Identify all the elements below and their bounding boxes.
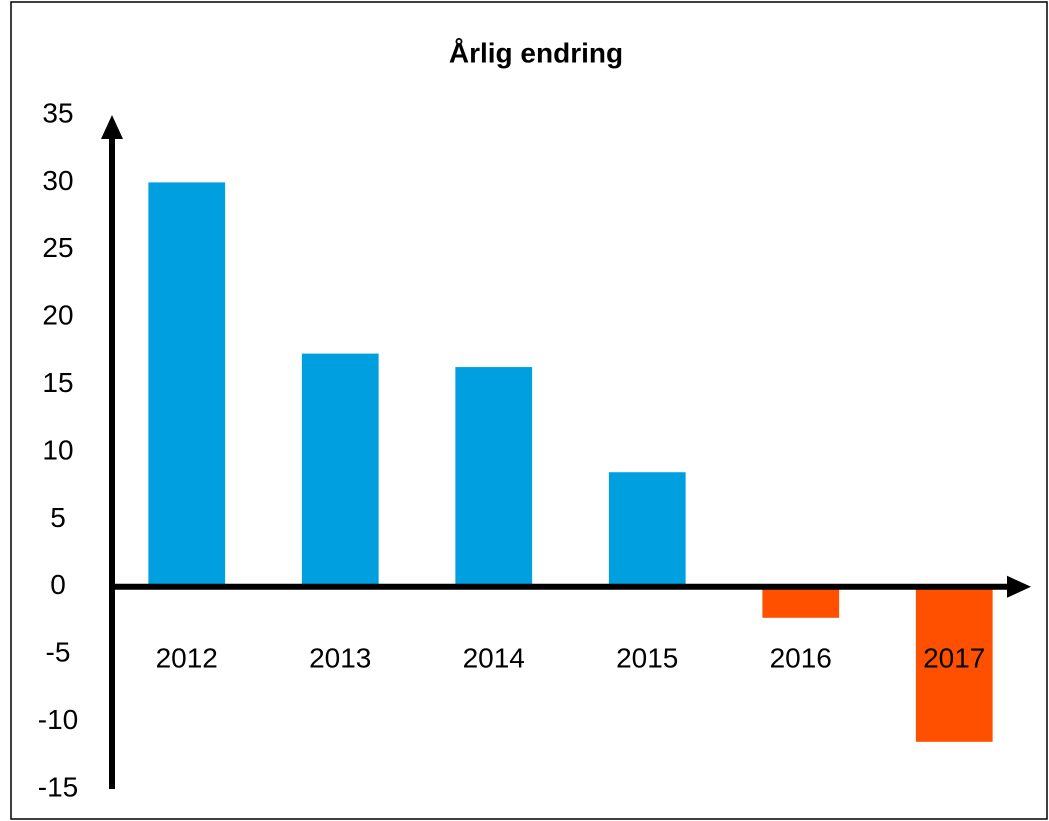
bar [148, 182, 226, 587]
y-axis-arrow [101, 115, 123, 139]
y-tick-label: 0 [50, 569, 66, 600]
bar [915, 586, 993, 742]
bar [301, 353, 379, 587]
x-tick-label: 2017 [923, 642, 985, 673]
y-tick-label: 15 [42, 367, 73, 398]
y-tick-label: -15 [38, 771, 78, 802]
bar [762, 586, 840, 618]
y-tick-label: 25 [42, 232, 73, 263]
x-tick-label: 2013 [309, 642, 371, 673]
y-tick-label: -5 [46, 637, 71, 668]
y-tick-label: 5 [50, 502, 66, 533]
x-axis-arrow [1007, 575, 1031, 598]
y-tick-label: -10 [38, 704, 78, 735]
x-tick-label: 2014 [463, 642, 525, 673]
y-tick-label: 10 [42, 434, 73, 465]
x-tick-label: 2012 [156, 642, 218, 673]
x-tick-label: 2015 [616, 642, 678, 673]
bar [608, 472, 686, 587]
y-tick-label: 30 [42, 165, 73, 196]
x-tick-label: 2016 [770, 642, 832, 673]
bar [455, 367, 533, 587]
chart-title: Årlig endring [449, 37, 623, 68]
y-tick-label: 35 [42, 97, 73, 128]
y-tick-label: 20 [42, 300, 73, 331]
